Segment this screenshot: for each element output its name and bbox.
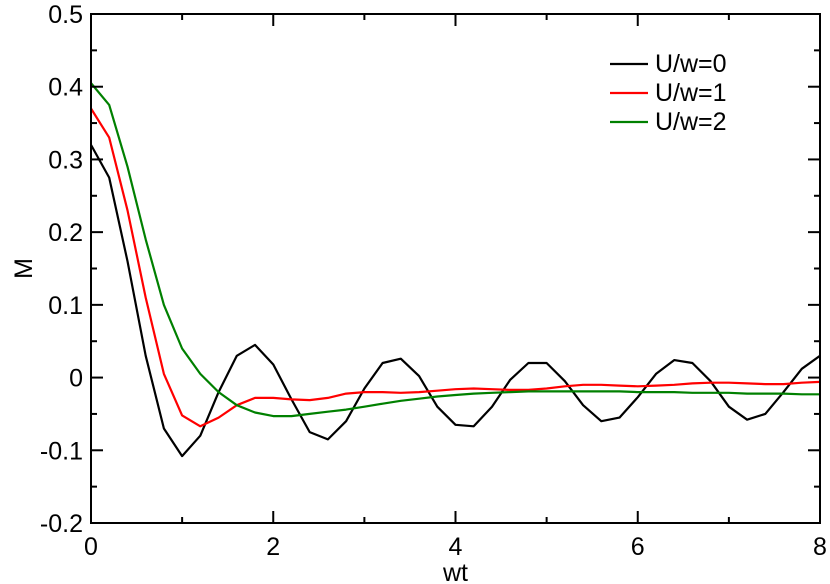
x-tick-label: 8: [813, 533, 827, 561]
y-tick-label: 0.3: [48, 146, 83, 174]
series-line-2: [91, 107, 820, 428]
y-tick-label: 0.5: [48, 1, 83, 29]
legend-label-3: U/w=2: [655, 108, 727, 136]
x-tick-label: 4: [449, 533, 463, 561]
y-tick-label: 0.4: [48, 74, 83, 102]
x-axis-title: wt: [442, 559, 468, 584]
series-line-3: [91, 82, 820, 418]
y-tick-label: -0.1: [40, 437, 83, 465]
y-tick-label: 0.2: [48, 219, 83, 247]
tick-layer: [90, 13, 821, 524]
series-line-1: [91, 144, 820, 458]
tick-label-layer: 0 2 4 6 8 -0.2 -0.1 0 0.1 0.2 0.3 0.4 0.5: [40, 1, 827, 561]
y-tick-label: 0.1: [48, 292, 83, 320]
legend-label-2: U/w=1: [655, 79, 727, 107]
x-tick-label: 2: [266, 533, 280, 561]
x-tick-label: 6: [631, 533, 645, 561]
y-axis-title: M: [10, 258, 38, 279]
x-tick-label: 0: [84, 533, 98, 561]
y-tick-label: -0.2: [40, 510, 83, 538]
legend: U/w=0U/w=1U/w=2: [610, 50, 727, 136]
legend-label-1: U/w=0: [655, 50, 727, 78]
series-layer: [91, 82, 820, 458]
y-tick-label: 0: [69, 365, 83, 393]
